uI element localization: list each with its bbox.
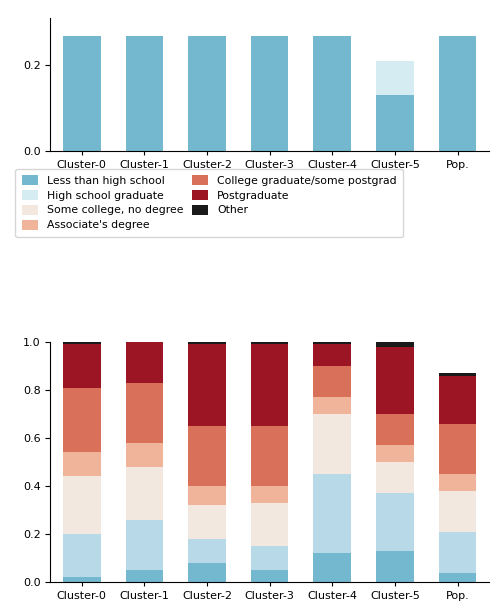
Bar [251, 486, 288, 503]
Bar [188, 486, 226, 505]
Bar [251, 503, 288, 546]
Bar [439, 474, 476, 491]
Bar [439, 572, 476, 582]
Bar [188, 342, 226, 344]
Bar [439, 532, 476, 572]
Bar [251, 426, 288, 486]
Bar [125, 36, 163, 151]
Bar [439, 376, 476, 424]
Bar [313, 397, 351, 414]
Bar [376, 462, 414, 493]
Bar [63, 577, 100, 582]
Bar [376, 551, 414, 582]
Bar [376, 493, 414, 551]
Bar [313, 344, 351, 366]
Bar [63, 476, 100, 534]
Bar [125, 520, 163, 570]
Bar [125, 443, 163, 467]
Bar [439, 424, 476, 474]
Bar [188, 36, 226, 151]
Bar [63, 344, 100, 387]
Bar [251, 570, 288, 582]
Bar [376, 445, 414, 462]
Bar [376, 342, 414, 347]
Bar [188, 505, 226, 539]
Bar [439, 36, 476, 151]
Bar [188, 539, 226, 563]
Legend: Less than high school, High school graduate, Some college, no degree, Associate': Less than high school, High school gradu… [16, 169, 403, 237]
Bar [188, 426, 226, 486]
Bar [376, 95, 414, 151]
Bar [125, 570, 163, 582]
Bar [63, 36, 100, 151]
Bar [439, 373, 476, 376]
Bar [313, 342, 351, 344]
Bar [251, 342, 288, 344]
Bar [439, 491, 476, 532]
Bar [125, 467, 163, 520]
Bar [376, 347, 414, 414]
Bar [376, 61, 414, 95]
Bar [313, 474, 351, 553]
Bar [63, 342, 100, 344]
Bar [188, 563, 226, 582]
Bar [313, 553, 351, 582]
Bar [313, 36, 351, 151]
Bar [188, 344, 226, 426]
Bar [376, 414, 414, 445]
Bar [125, 383, 163, 443]
Bar [63, 387, 100, 452]
Bar [251, 36, 288, 151]
Bar [313, 414, 351, 474]
Bar [251, 344, 288, 426]
Bar [313, 366, 351, 397]
Bar [125, 342, 163, 383]
Bar [63, 452, 100, 476]
Bar [63, 534, 100, 577]
Bar [251, 546, 288, 570]
